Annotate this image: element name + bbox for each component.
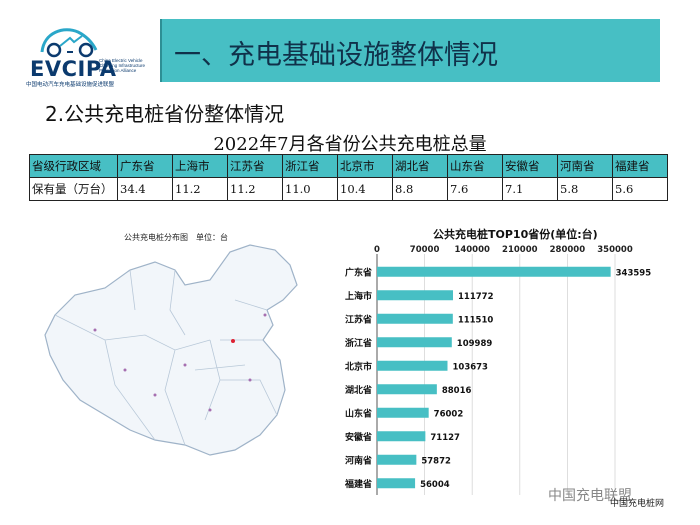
category-label: 广东省 [345, 266, 372, 278]
category-label: 上海市 [345, 290, 372, 302]
bar [377, 337, 452, 348]
page-title: 一、充电基础设施整体情况 [174, 40, 498, 71]
x-tick-label: 350000 [597, 245, 633, 255]
table-header-cell: 北京市 [337, 154, 393, 178]
table-cell: 11.0 [282, 177, 338, 201]
category-label: 河南省 [345, 454, 372, 466]
data-label: 111772 [458, 292, 494, 302]
table-cell: 5.6 [612, 177, 668, 201]
watermark: 中国充电联盟 [548, 488, 632, 504]
bar [377, 478, 416, 489]
table-cell: 7.6 [447, 177, 503, 201]
logo-text: EVCIPA [30, 57, 117, 81]
data-label: 111510 [458, 315, 494, 325]
table-cell: 5.8 [557, 177, 613, 201]
data-label: 57872 [421, 456, 451, 466]
bar [377, 313, 453, 324]
table-header-cell: 安徽省 [502, 154, 558, 178]
logo-subtitle-en: China Electric Vehicle Charging Infrastr… [99, 58, 146, 73]
table-header-row: 省级行政区域 广东省 上海市 江苏省 浙江省 北京市 湖北省 山东省 安徽省 河… [29, 154, 668, 178]
table-title: 2022年7月各省份公共充电桩总量 [213, 134, 487, 155]
bar [377, 407, 429, 418]
table-row: 保有量（万台） 34.4 11.2 11.2 11.0 10.4 8.8 7.6… [29, 177, 668, 201]
data-label: 343595 [616, 268, 652, 278]
title-bar: 一、充电基础设施整体情况 [160, 19, 660, 82]
x-tick-label: 0 [374, 245, 380, 255]
bar [377, 384, 437, 395]
table-header-cell: 广东省 [117, 154, 173, 178]
map-title: 公共充电桩分布图 单位：台 [124, 233, 228, 242]
x-tick-label: 70000 [410, 245, 440, 255]
data-label: 76002 [434, 409, 464, 419]
table-header-cell: 福建省 [612, 154, 668, 178]
table-cell: 10.4 [337, 177, 393, 201]
category-label: 浙江省 [345, 337, 372, 349]
data-label: 71127 [430, 433, 460, 443]
watermark-sub: 中国充电桩网 [610, 499, 665, 509]
data-label: 88016 [442, 386, 472, 396]
evcipa-logo-icon [40, 28, 98, 58]
province-table: 省级行政区域 广东省 上海市 江苏省 浙江省 北京市 湖北省 山东省 安徽省 河… [29, 154, 668, 201]
category-label: 湖北省 [345, 384, 372, 396]
china-map-image [44, 244, 298, 456]
logo-area: EVCIPA China Electric Vehicle Charging I… [0, 0, 160, 92]
data-label: 56004 [420, 480, 450, 490]
x-tick-label: 280000 [550, 245, 586, 255]
section-heading: 2.公共充电桩省份整体情况 [45, 102, 285, 126]
bar [377, 266, 611, 277]
logo-subtitle-cn: 中国电动汽车充电基础设施促进联盟 [26, 82, 115, 88]
table-header-cell: 浙江省 [282, 154, 338, 178]
table-cell: 34.4 [117, 177, 173, 201]
table-header-cell: 山东省 [447, 154, 503, 178]
table-cell: 11.2 [172, 177, 228, 201]
category-label: 安徽省 [345, 431, 372, 443]
data-label: 103673 [452, 362, 488, 372]
table-header-label: 省级行政区域 [29, 154, 118, 178]
table-header-cell: 上海市 [172, 154, 228, 178]
table-header-cell: 湖北省 [392, 154, 448, 178]
table-cell: 11.2 [227, 177, 283, 201]
category-label: 江苏省 [345, 313, 372, 325]
table-cell: 8.8 [392, 177, 448, 201]
table-header-cell: 江苏省 [227, 154, 283, 178]
bar [377, 454, 417, 465]
bar-chart: 0 70000 140000 210000 280000 350000 广东省 343595 上… [344, 245, 652, 495]
bar [377, 431, 426, 442]
category-label: 北京市 [345, 360, 372, 372]
chart-title: 公共充电桩TOP10省份(单位:台) [433, 228, 598, 241]
bar [377, 290, 454, 301]
category-label: 山东省 [345, 407, 372, 419]
category-label: 福建省 [344, 478, 372, 490]
x-tick-label: 210000 [502, 245, 538, 255]
table-cell: 7.1 [502, 177, 558, 201]
x-tick-label: 140000 [454, 245, 490, 255]
bar [377, 360, 448, 371]
data-label: 109989 [457, 339, 493, 349]
table-row-label: 保有量（万台） [29, 177, 118, 201]
table-header-cell: 河南省 [557, 154, 613, 178]
